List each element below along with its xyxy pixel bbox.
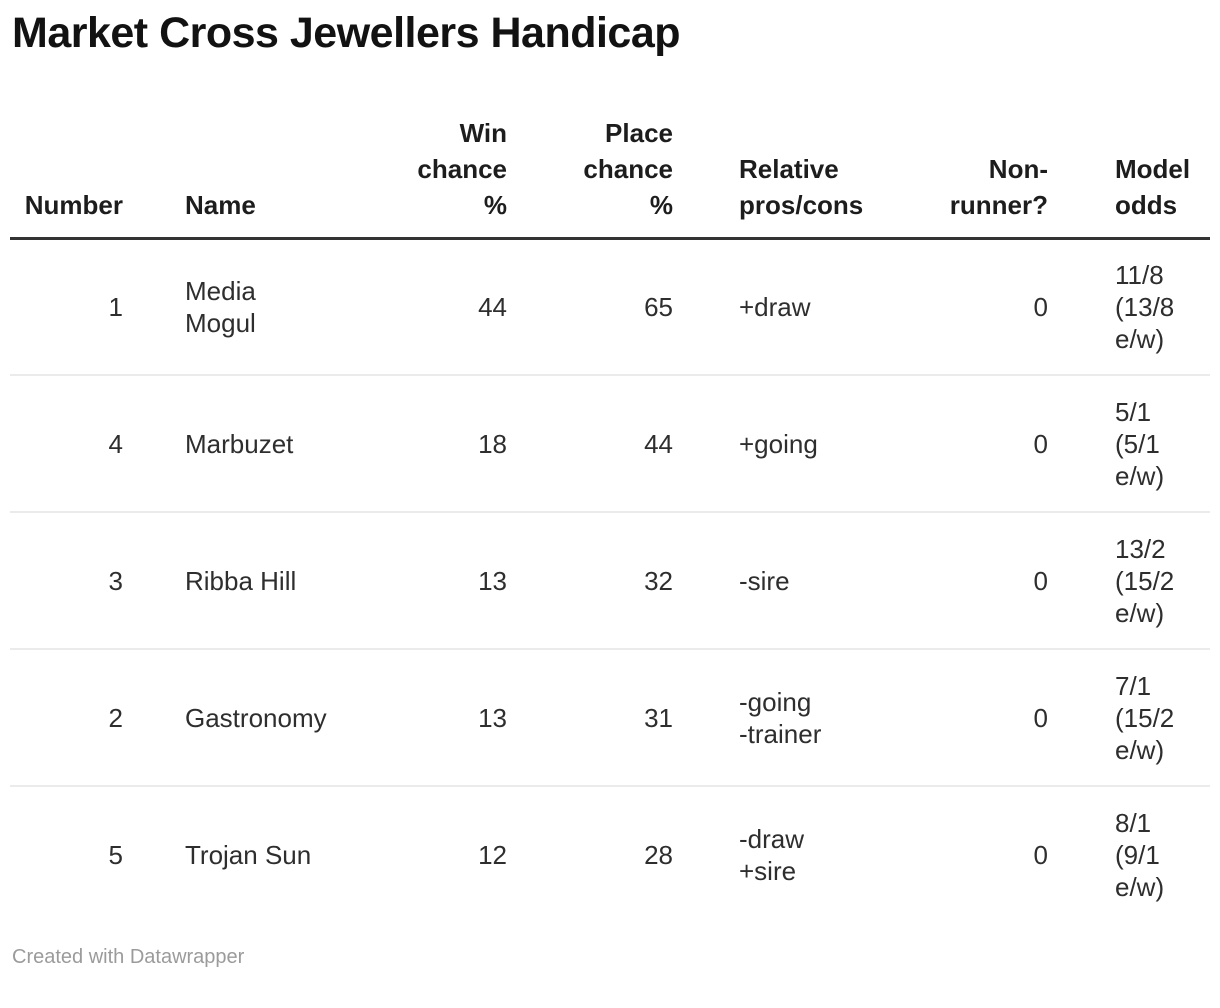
cell-number: 3 (108, 565, 123, 596)
datawrapper-credit-link[interactable]: Created with Datawrapper (12, 946, 245, 969)
col-header-pros-cons: Relative pros/cons (739, 153, 864, 220)
cell-non-runner: 0 (1033, 428, 1048, 459)
cell-number: 5 (108, 840, 123, 871)
cell-pros-cons: -sire (739, 565, 790, 596)
col-header-name: Name (185, 189, 256, 220)
cell-model-odds: 7/1 (15/2 e/w) (1115, 670, 1175, 765)
cell-number: 4 (108, 428, 123, 459)
table-row: 5 Trojan Sun 12 28 -draw +sire 0 8/1 (9/… (10, 786, 1210, 923)
cell-place-chance: 31 (644, 702, 673, 733)
data-table: Number Name Win chance % Place chance % … (10, 115, 1210, 924)
cell-name: Marbuzet (185, 428, 294, 459)
chart-title: Market Cross Jewellers Handicap (12, 9, 681, 57)
header-row: Number Name Win chance % Place chance % … (10, 115, 1210, 239)
table-body: 1 Media Mogul 44 65 +draw 0 11/8 (13/8 e… (10, 238, 1210, 923)
cell-pros-cons: -going -trainer (739, 686, 822, 749)
cell-model-odds: 8/1 (9/1 e/w) (1115, 808, 1165, 903)
cell-place-chance: 32 (644, 565, 673, 596)
col-header-number: Number (24, 189, 123, 220)
cell-non-runner: 0 (1033, 840, 1048, 871)
cell-pros-cons: -draw +sire (739, 824, 805, 887)
cell-number: 2 (108, 702, 123, 733)
cell-place-chance: 65 (644, 291, 673, 322)
col-header-non-runner: Non- runner? (949, 153, 1048, 220)
cell-non-runner: 0 (1033, 565, 1048, 596)
cell-win-chance: 44 (478, 291, 507, 322)
col-header-win-chance: Win chance % (417, 117, 507, 220)
cell-name: Media Mogul (185, 275, 256, 338)
cell-model-odds: 5/1 (5/1 e/w) (1115, 396, 1165, 491)
cell-win-chance: 18 (478, 428, 507, 459)
cell-pros-cons: +going (739, 428, 818, 459)
cell-name: Ribba Hill (185, 565, 297, 596)
cell-model-odds: 13/2 (15/2 e/w) (1115, 533, 1175, 628)
cell-win-chance: 13 (478, 565, 507, 596)
chart-footer: Created with Datawrapper (12, 943, 1208, 971)
col-header-place-chance: Place chance % (583, 117, 673, 220)
cell-name: Gastronomy (185, 702, 327, 733)
cell-pros-cons: +draw (739, 291, 811, 322)
cell-model-odds: 11/8 (13/8 e/w) (1115, 259, 1175, 354)
cell-place-chance: 44 (644, 428, 673, 459)
datawrapper-table-chart: Market Cross Jewellers Handicap Number N… (10, 9, 1210, 971)
cell-place-chance: 28 (644, 840, 673, 871)
table-row: 4 Marbuzet 18 44 +going 0 5/1 (5/1 e/w) (10, 375, 1210, 512)
table-header: Number Name Win chance % Place chance % … (10, 115, 1210, 239)
table-row: 1 Media Mogul 44 65 +draw 0 11/8 (13/8 e… (10, 238, 1210, 375)
cell-non-runner: 0 (1033, 291, 1048, 322)
cell-number: 1 (108, 291, 123, 322)
cell-win-chance: 12 (478, 840, 507, 871)
col-header-model-odds: Model odds (1115, 153, 1191, 220)
cell-non-runner: 0 (1033, 702, 1048, 733)
table-row: 3 Ribba Hill 13 32 -sire 0 13/2 (15/2 e/… (10, 512, 1210, 649)
cell-name: Trojan Sun (185, 840, 312, 871)
cell-win-chance: 13 (478, 702, 507, 733)
table-row: 2 Gastronomy 13 31 -going -trainer 0 7/1… (10, 649, 1210, 786)
